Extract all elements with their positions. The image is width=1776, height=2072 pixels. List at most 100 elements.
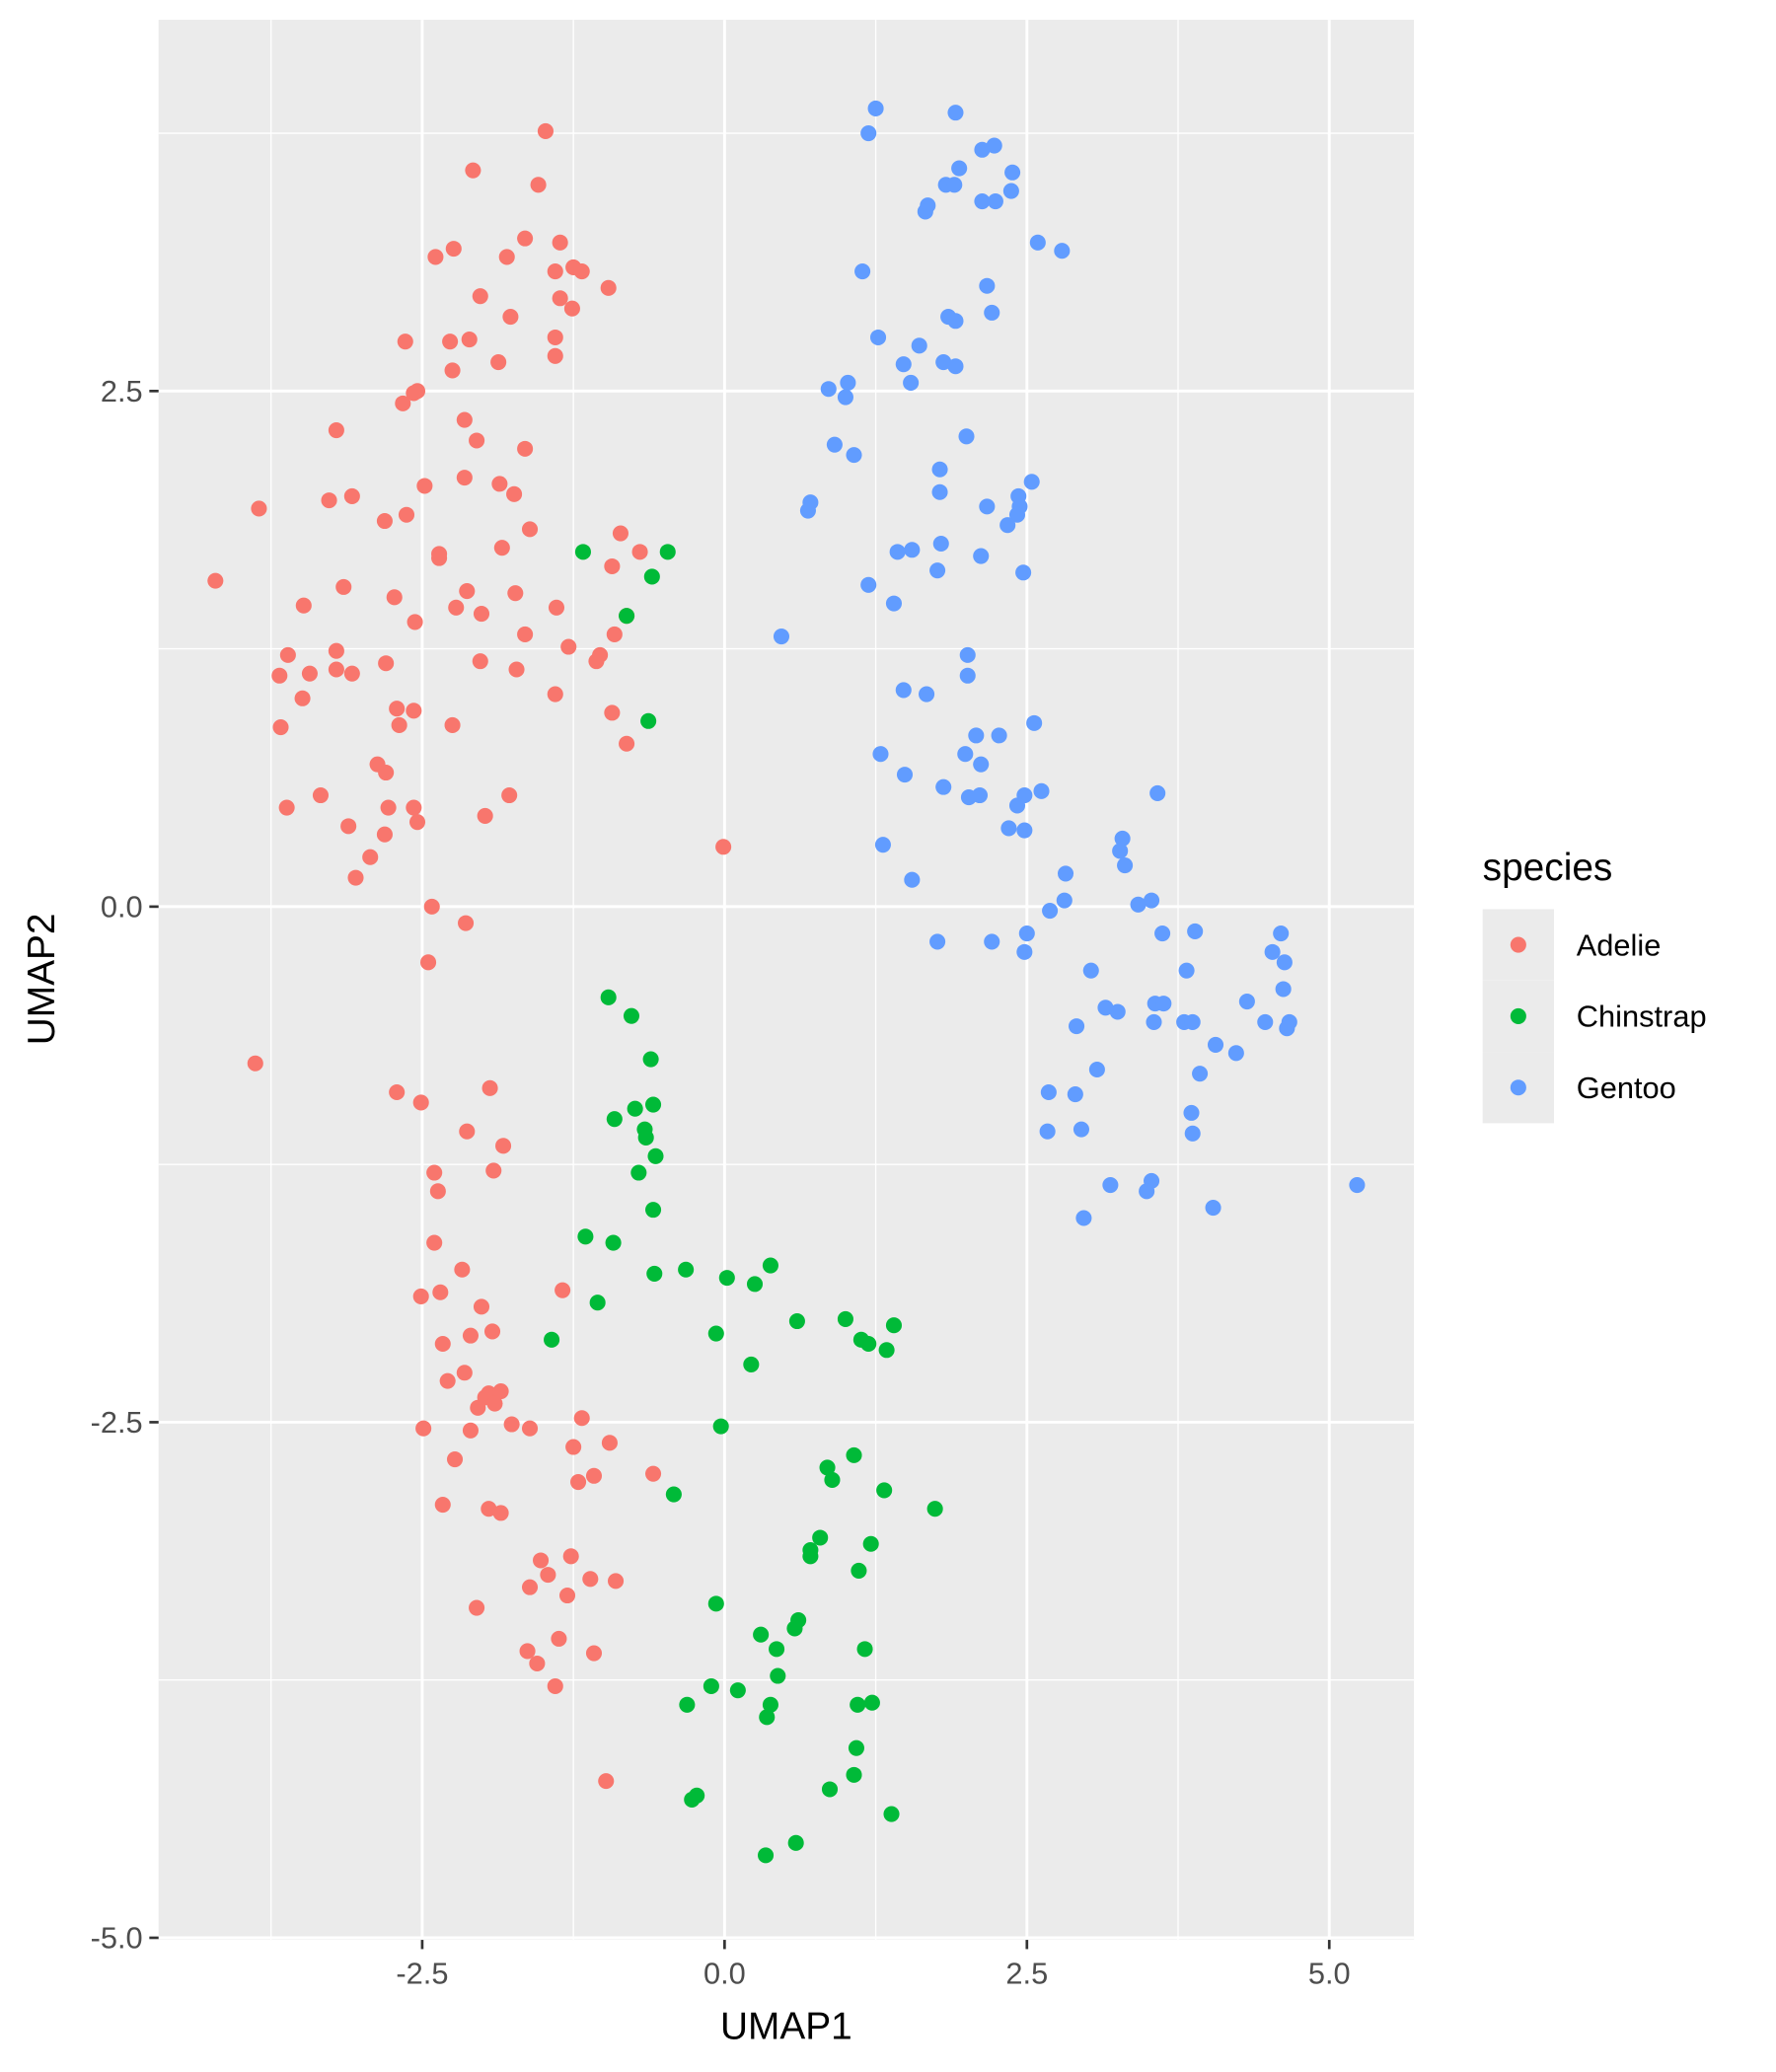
point-chinstrap xyxy=(589,1295,606,1311)
point-gentoo xyxy=(971,786,989,804)
point-gentoo xyxy=(1023,474,1040,490)
point-chinstrap xyxy=(885,1317,903,1334)
point-chinstrap xyxy=(647,1147,664,1164)
point-chinstrap xyxy=(678,1261,695,1278)
point-adelie xyxy=(598,1773,615,1790)
point-chinstrap xyxy=(788,1312,805,1330)
point-adelie xyxy=(406,385,422,402)
point-gentoo xyxy=(1008,797,1026,814)
x-tick-label: 2.5 xyxy=(1005,1956,1048,1990)
point-adelie xyxy=(412,1288,429,1304)
point-gentoo xyxy=(1056,892,1073,909)
point-adelie xyxy=(521,1579,539,1595)
point-gentoo xyxy=(1054,243,1071,259)
point-gentoo xyxy=(958,428,975,445)
point-chinstrap xyxy=(856,1641,873,1658)
point-adelie xyxy=(529,1655,546,1672)
point-adelie xyxy=(645,1465,662,1482)
point-chinstrap xyxy=(762,1696,778,1713)
point-adelie xyxy=(517,440,534,457)
point-gentoo xyxy=(872,746,889,763)
point-adelie xyxy=(507,585,524,602)
point-gentoo xyxy=(1102,1177,1119,1194)
point-chinstrap xyxy=(645,1202,662,1219)
point-gentoo xyxy=(1088,1061,1105,1078)
point-adelie xyxy=(570,1474,587,1491)
point-chinstrap xyxy=(848,1739,865,1756)
point-gentoo xyxy=(1192,1066,1209,1082)
point-gentoo xyxy=(974,192,991,210)
point-gentoo xyxy=(1207,1036,1224,1053)
point-gentoo xyxy=(903,374,920,392)
point-gentoo xyxy=(889,544,906,560)
point-adelie xyxy=(521,521,539,538)
point-adelie xyxy=(585,1467,603,1484)
point-chinstrap xyxy=(712,1418,729,1435)
point-gentoo xyxy=(1097,999,1114,1016)
point-adelie xyxy=(604,557,621,575)
point-chinstrap xyxy=(684,1791,701,1808)
point-gentoo xyxy=(874,837,891,853)
point-adelie xyxy=(389,1083,406,1101)
y-tick-label: -5.0 xyxy=(91,1921,143,1956)
point-gentoo xyxy=(947,105,964,121)
point-gentoo xyxy=(1257,1013,1274,1030)
point-gentoo xyxy=(1026,714,1043,731)
point-chinstrap xyxy=(850,1696,866,1713)
point-gentoo xyxy=(1178,962,1195,979)
point-gentoo xyxy=(1279,1020,1295,1037)
point-gentoo xyxy=(917,203,933,220)
point-gentoo xyxy=(1075,1210,1092,1226)
point-gentoo xyxy=(973,756,990,773)
point-adelie xyxy=(493,540,510,556)
point-chinstrap xyxy=(645,1096,662,1113)
point-adelie xyxy=(555,1282,571,1298)
point-gentoo xyxy=(895,356,912,373)
point-adelie xyxy=(407,614,423,630)
point-gentoo xyxy=(854,263,871,280)
point-adelie xyxy=(279,646,296,663)
point-chinstrap xyxy=(630,1164,647,1181)
point-gentoo xyxy=(869,329,887,346)
point-adelie xyxy=(491,476,508,492)
point-gentoo xyxy=(1039,1123,1056,1140)
point-adelie xyxy=(588,653,605,670)
point-adelie xyxy=(343,487,360,504)
point-adelie xyxy=(533,1552,550,1569)
point-gentoo xyxy=(1275,981,1292,998)
point-adelie xyxy=(426,1234,443,1251)
point-gentoo xyxy=(1117,857,1134,874)
x-tick-label: -2.5 xyxy=(396,1956,448,1990)
point-gentoo xyxy=(895,682,912,699)
point-chinstrap xyxy=(643,568,660,585)
point-chinstrap xyxy=(762,1257,778,1274)
point-adelie xyxy=(458,915,475,931)
point-adelie xyxy=(548,599,565,616)
point-adelie xyxy=(540,1567,556,1584)
point-gentoo xyxy=(1114,830,1131,847)
point-adelie xyxy=(481,1501,497,1517)
point-adelie xyxy=(444,362,461,379)
x-tick-label: 0.0 xyxy=(703,1956,746,1990)
point-gentoo xyxy=(1015,564,1032,581)
point-adelie xyxy=(386,589,403,606)
point-chinstrap xyxy=(605,1234,622,1251)
point-gentoo xyxy=(947,358,964,375)
point-adelie xyxy=(426,1164,443,1181)
point-adelie xyxy=(429,1183,446,1200)
point-adelie xyxy=(506,485,523,502)
point-adelie xyxy=(389,701,406,717)
point-adelie xyxy=(278,799,295,816)
point-adelie xyxy=(462,1327,479,1344)
point-adelie xyxy=(573,1410,590,1427)
point-gentoo xyxy=(867,100,884,117)
point-gentoo xyxy=(896,767,914,783)
point-adelie xyxy=(343,665,360,682)
point-adelie xyxy=(312,786,329,804)
point-gentoo xyxy=(1057,865,1074,882)
point-chinstrap xyxy=(640,712,657,729)
point-adelie xyxy=(406,703,422,719)
point-adelie xyxy=(519,1643,536,1660)
point-adelie xyxy=(328,661,344,678)
legend-key-adelie xyxy=(1510,936,1526,953)
